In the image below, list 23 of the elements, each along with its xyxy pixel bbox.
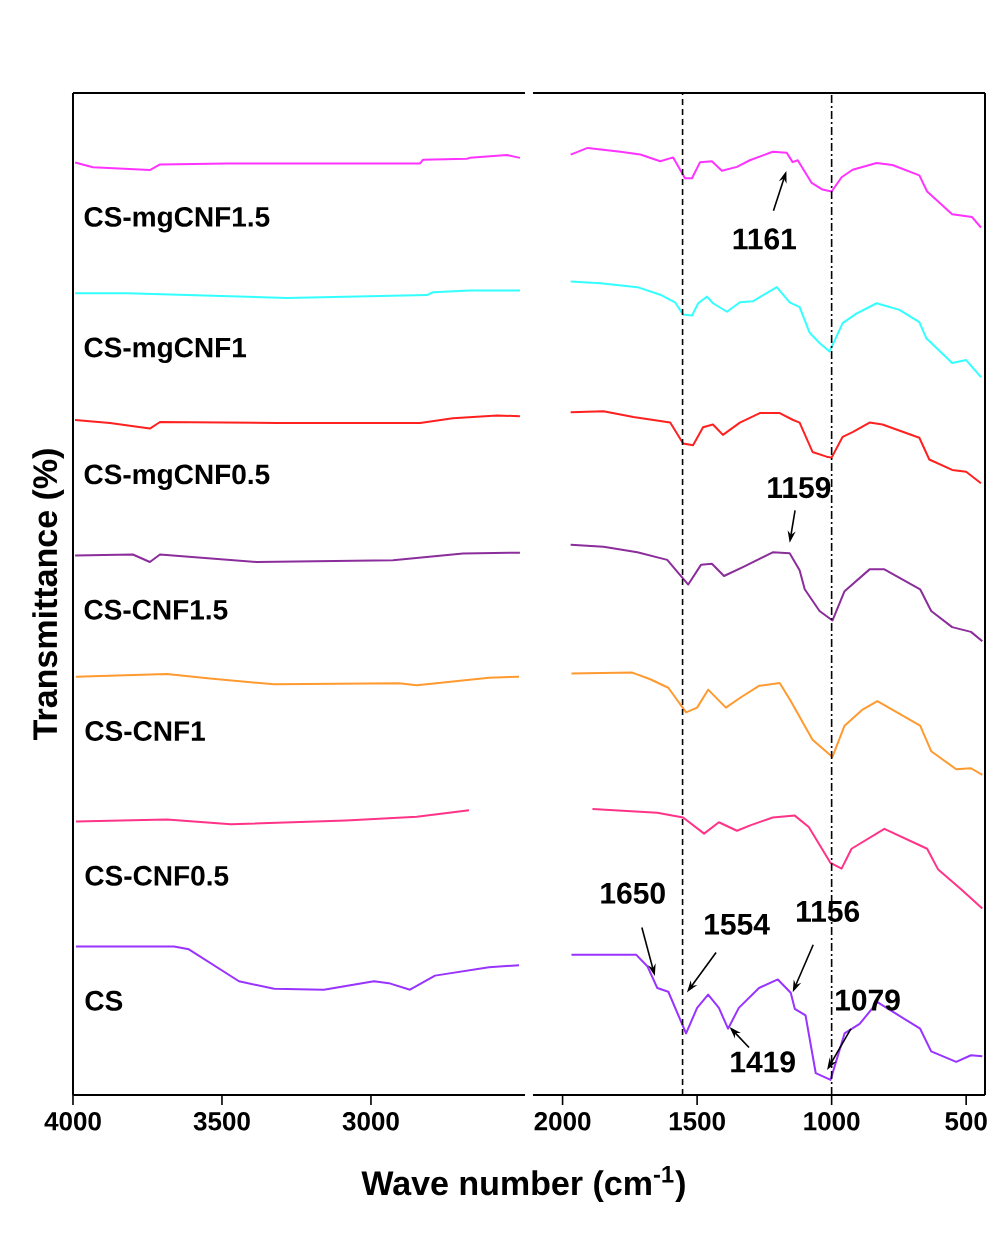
annotation: 1159	[768, 476, 831, 499]
annotation: 1554	[705, 913, 771, 935]
x-tick-label: 1500	[670, 1112, 726, 1131]
series-label: CS-mgCNF0.5	[84, 464, 270, 490]
annotation: 1161	[733, 228, 797, 250]
x-tick-label: 2000	[534, 1112, 591, 1131]
series-label: CS-mgCNF1.5	[84, 206, 270, 233]
x-tick-label: 500	[945, 1112, 988, 1131]
series-label: CS-CNF1	[85, 721, 206, 741]
x-tick-label: 1000	[804, 1112, 860, 1131]
series-label: CS-mgCNF1	[84, 337, 247, 364]
x-axis-title: Wave number (cm$^{-1}$)	[361, 1166, 686, 1203]
y-axis-title: Transmittance (%)	[32, 449, 65, 741]
annotation: 1650	[601, 882, 666, 904]
x-tick-label: 3500	[193, 1112, 251, 1131]
annotation: 1079	[836, 989, 901, 1011]
annotation: 1419	[731, 1051, 796, 1073]
x-tick-label: 3000	[342, 1112, 400, 1131]
annotation: 1156	[797, 900, 860, 922]
x-tick-label: 4000	[44, 1112, 102, 1131]
series-label: CS	[85, 990, 123, 1011]
series-label: CS-CNF0.5	[85, 865, 229, 886]
series-label: CS-CNF1.5	[84, 599, 228, 620]
